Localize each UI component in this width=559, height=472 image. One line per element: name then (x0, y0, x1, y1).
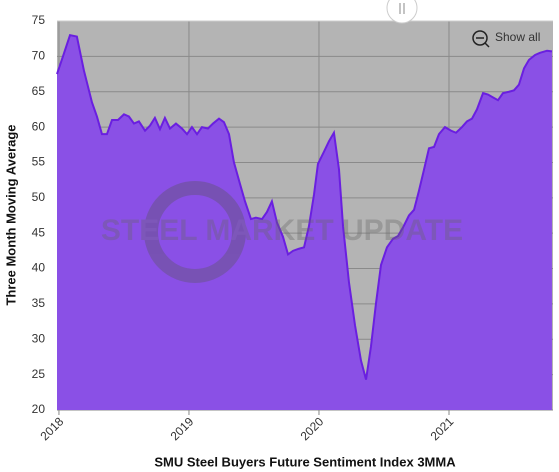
y-tick-label: 65 (32, 84, 46, 98)
x-tick-label: 2018 (38, 414, 67, 443)
series-line (56, 33, 553, 380)
y-axis-title: Three Month Moving Average (3, 124, 18, 305)
handle-circle[interactable] (386, 0, 418, 24)
navigator-strip (0, 0, 559, 21)
y-tick-label: 55 (32, 155, 46, 169)
watermark-logo (144, 181, 246, 283)
y-tick-label: 40 (32, 261, 46, 275)
show-all-button[interactable]: Show all (472, 30, 540, 48)
navigator-handle[interactable] (386, 0, 418, 24)
y-tick-label: 45 (32, 225, 46, 239)
y-tick-label: 20 (32, 402, 46, 416)
y-tick-label: 60 (32, 119, 46, 133)
area-fill (57, 35, 552, 411)
x-tick-label: 2021 (428, 414, 457, 443)
zoom-icon-handle (484, 42, 490, 48)
y-tick-label: 70 (32, 49, 46, 63)
x-axis-title: SMU Steel Buyers Future Sentiment Index … (154, 454, 456, 469)
y-tick-label: 35 (32, 296, 46, 310)
watermark: STEEL MARKET UPDATE (101, 214, 463, 247)
watermark-group: STEEL MARKET UPDATE (101, 181, 463, 283)
x-tick-label: 2020 (298, 414, 327, 443)
y-tick-label: 50 (32, 190, 46, 204)
show-all-label[interactable]: Show all (495, 30, 540, 44)
zoom-icon (472, 30, 488, 46)
y-tick-label: 25 (32, 367, 46, 381)
x-tick-label: 2019 (168, 414, 197, 443)
y-tick-label: 30 (32, 331, 46, 345)
y-tick-label: 75 (32, 13, 46, 27)
